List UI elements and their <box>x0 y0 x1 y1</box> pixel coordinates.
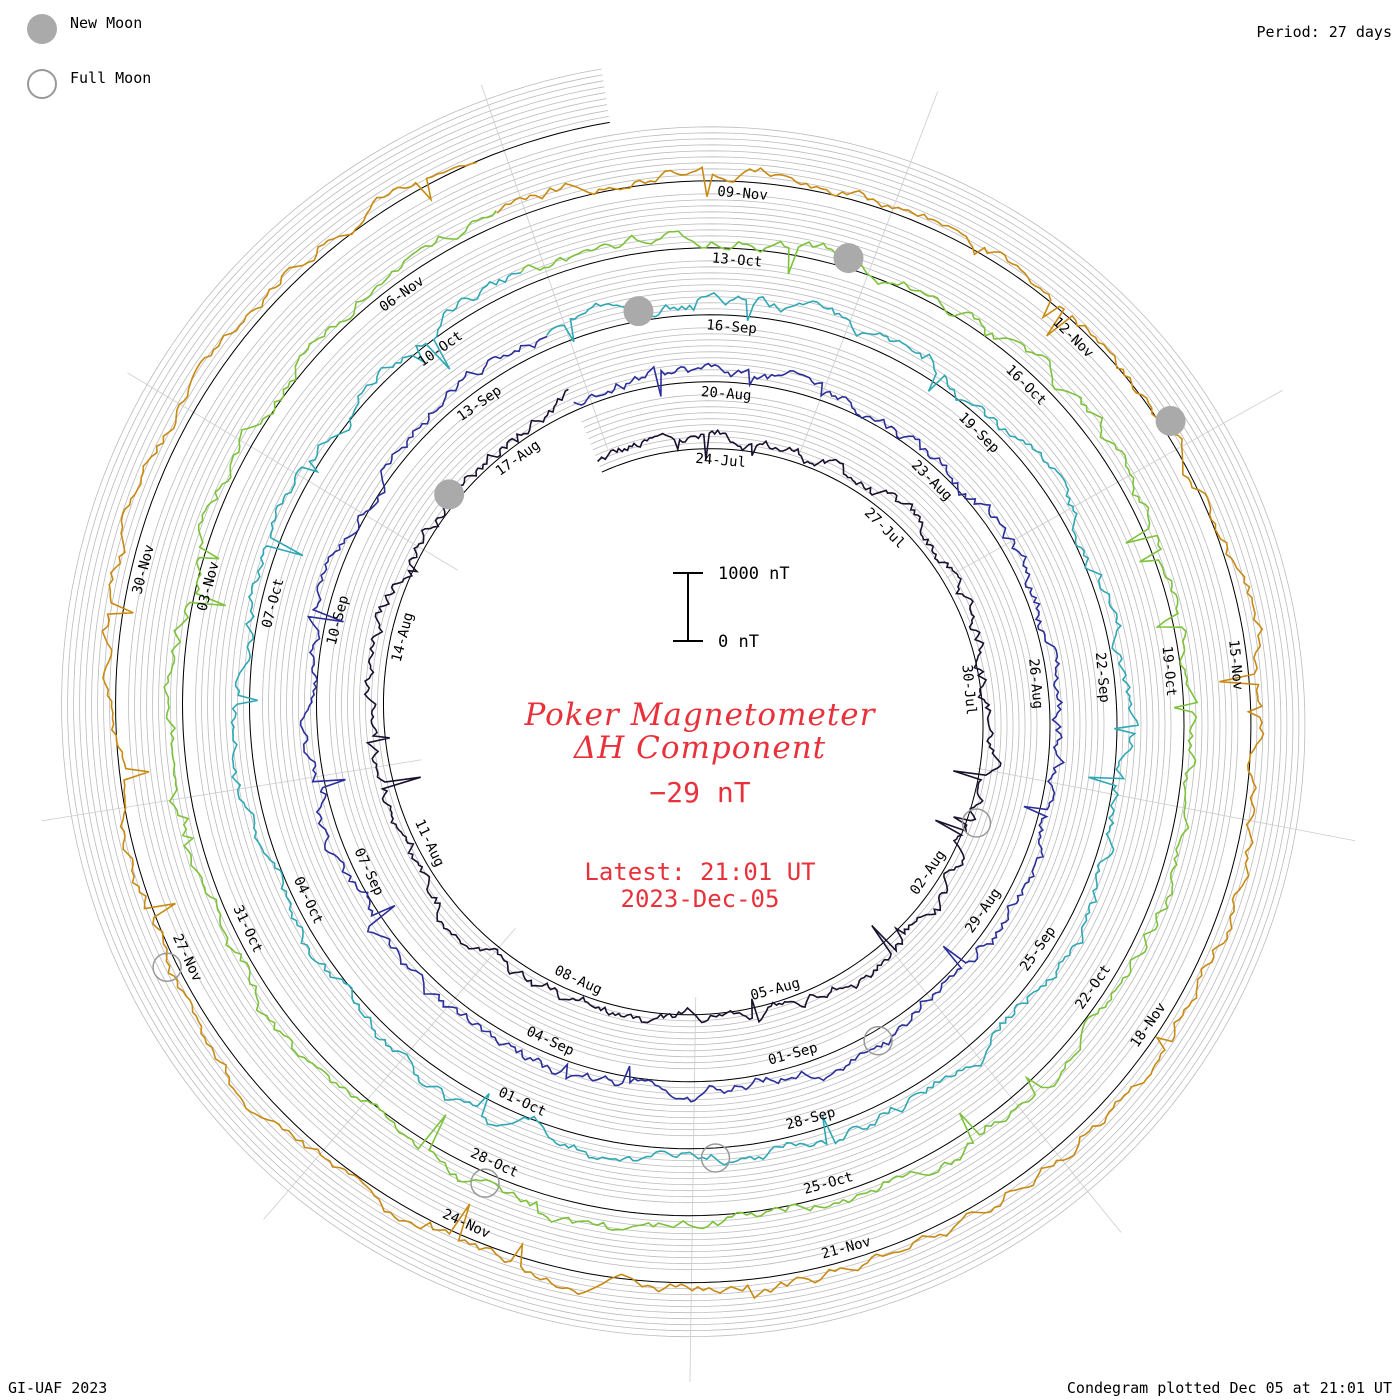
scale-bar: 1000 nT 0 nT <box>673 564 790 652</box>
date-label: 15-Nov <box>1225 639 1246 691</box>
period-label: Period: 27 days <box>1256 23 1392 41</box>
new-moon-marker <box>833 243 864 274</box>
date-label: 14-Aug <box>389 611 417 664</box>
date-label: 07-Oct <box>259 577 287 630</box>
full-moon-marker <box>152 952 182 983</box>
date-label: 26-Aug <box>1025 658 1046 710</box>
new-moon-marker <box>434 479 465 510</box>
full-moon-marker <box>863 1026 893 1056</box>
grid-spoke <box>263 928 516 1220</box>
full-moon-marker <box>700 1143 731 1173</box>
grid-spiral <box>61 68 1306 1338</box>
grid-spiral <box>91 98 1276 1308</box>
scale-top-label: 1000 nT <box>718 564 790 584</box>
new-moon-legend-label: New Moon <box>70 14 143 32</box>
new-moon-marker <box>623 296 654 327</box>
date-label: 20-Aug <box>700 384 752 404</box>
date-label: 09-Nov <box>717 184 769 204</box>
trace-turn-2 <box>299 335 1066 1103</box>
chart-title: Poker Magnetometer <box>524 697 876 733</box>
date-label: 30-Nov <box>130 543 158 596</box>
full-moon-icon <box>27 69 57 99</box>
date-label: 01-Sep <box>766 1040 819 1069</box>
new-moon-marker <box>1155 405 1186 436</box>
full-moon-legend-label: Full Moon <box>70 69 152 87</box>
grid-spiral <box>97 104 1270 1302</box>
date-label: 25-Oct <box>802 1169 855 1198</box>
chart-subtitle: ΔH Component <box>573 730 827 766</box>
grid-spiral <box>73 80 1294 1326</box>
date-label: 21-Nov <box>820 1234 873 1263</box>
trace-turn-1 <box>363 388 1002 1024</box>
grid-spiral <box>79 86 1288 1320</box>
latest-time: Latest: 21:01 UT <box>584 858 816 886</box>
footer-credit: GI-UAF 2023 <box>8 1379 108 1397</box>
grid-spoke <box>41 759 422 822</box>
date-label: 30-Jul <box>958 664 979 716</box>
date-label: 05-Aug <box>749 975 802 1004</box>
date-label: 22-Sep <box>1092 652 1113 704</box>
current-value: −29 nT <box>649 776 751 809</box>
grid-spoke <box>800 91 938 452</box>
date-label: 13-Oct <box>711 250 763 270</box>
grid-spoke <box>976 767 1356 842</box>
grid-spiral <box>85 92 1282 1314</box>
grid-spoke <box>689 996 697 1382</box>
grid-layer <box>41 68 1356 1382</box>
full-moon-marker <box>470 1168 500 1198</box>
new-moon-icon <box>27 14 57 44</box>
grid-spiral <box>67 74 1300 1332</box>
grid-spoke <box>127 372 459 571</box>
trace-turn-3 <box>230 272 1140 1166</box>
date-label: 19-Oct <box>1158 645 1179 697</box>
full-moon-marker <box>961 808 992 838</box>
trace-turn-4 <box>163 210 1199 1231</box>
footer-plot-time: Condegram plotted Dec 05 at 21:01 UT <box>1066 1379 1392 1397</box>
grid-spoke <box>946 389 1283 579</box>
grid-spoke <box>480 84 608 449</box>
date-label: 16-Sep <box>706 317 758 337</box>
latest-date: 2023-Dec-05 <box>620 885 780 913</box>
trace-layer <box>101 161 1265 1300</box>
moon-layer <box>152 243 1186 1198</box>
baseline-spiral <box>115 121 1252 1284</box>
date-label: 10-Sep <box>324 594 352 647</box>
grid-spoke <box>877 933 1122 1233</box>
scale-bottom-label: 0 nT <box>718 632 759 652</box>
trace-turn-5 <box>101 161 1265 1300</box>
date-label: 24-Jul <box>695 451 747 471</box>
